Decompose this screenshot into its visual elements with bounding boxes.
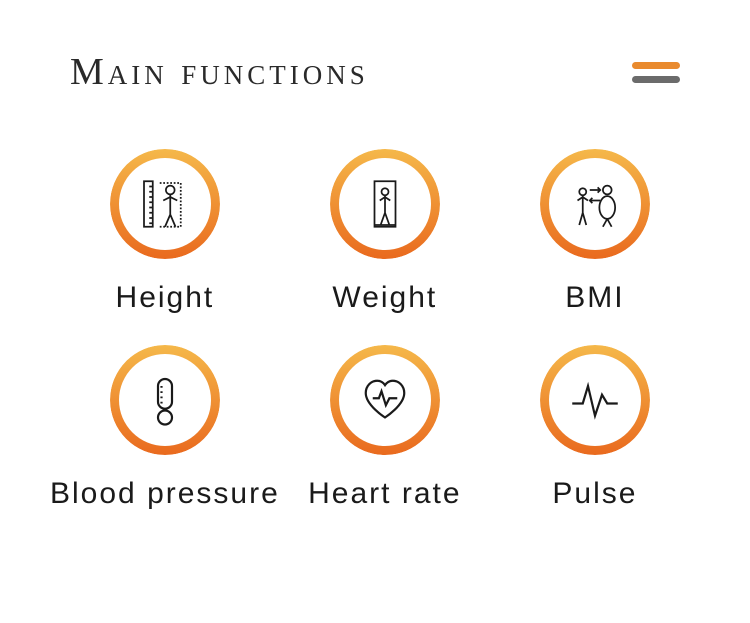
functions-grid: Height Weight [0, 94, 750, 511]
function-label: Height [116, 281, 215, 315]
blood-pressure-icon [110, 345, 220, 455]
function-bmi[interactable]: BMI [490, 149, 700, 315]
function-label: BMI [565, 281, 624, 315]
function-heart-rate[interactable]: Heart rate [280, 345, 490, 511]
function-blood-pressure[interactable]: Blood pressure [50, 345, 280, 511]
menu-bar-icon [632, 62, 680, 69]
pulse-icon [540, 345, 650, 455]
function-label: Heart rate [308, 477, 461, 511]
function-label: Weight [332, 281, 437, 315]
function-label: Blood pressure [50, 477, 280, 511]
page-title: Main functions [70, 50, 369, 94]
menu-button[interactable] [632, 62, 680, 83]
function-weight[interactable]: Weight [280, 149, 490, 315]
function-height[interactable]: Height [50, 149, 280, 315]
bmi-icon [540, 149, 650, 259]
heart-rate-icon [330, 345, 440, 455]
function-pulse[interactable]: Pulse [490, 345, 700, 511]
weight-icon [330, 149, 440, 259]
function-label: Pulse [552, 477, 637, 511]
height-icon [110, 149, 220, 259]
menu-bar-icon [632, 76, 680, 83]
